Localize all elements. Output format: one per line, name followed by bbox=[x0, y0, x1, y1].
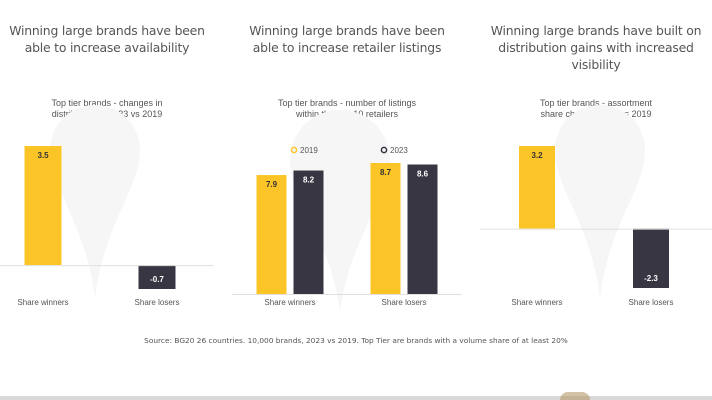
legend-marker-icon bbox=[380, 146, 388, 154]
data-label: 8.6 bbox=[417, 170, 429, 179]
subtitle-line: Top tier brands - number of listings bbox=[277, 98, 417, 108]
category-label: Share losers bbox=[382, 298, 427, 307]
data-label: 8.7 bbox=[380, 168, 392, 177]
legend-label: 2023 bbox=[390, 146, 408, 155]
panel-headline: Winning large brands have built on distr… bbox=[480, 22, 712, 73]
headline-line: able to increase retailer listings bbox=[252, 40, 442, 55]
headline-line: Winning large brands have been bbox=[249, 23, 445, 38]
headline-line: distribution gains with increased visibi… bbox=[498, 40, 694, 72]
headline-line: able to increase availability bbox=[24, 40, 190, 55]
data-label: 8.2 bbox=[303, 176, 315, 185]
bar-2019-0 bbox=[256, 175, 287, 294]
data-label: -2.3 bbox=[644, 274, 658, 283]
partial-image-edge bbox=[560, 392, 590, 400]
headline-line: Winning large brands have built on bbox=[490, 23, 702, 38]
category-label: Share losers bbox=[135, 298, 180, 307]
subtitle-line: Top tier brands - assortment bbox=[539, 98, 653, 108]
data-label: 7.9 bbox=[266, 180, 278, 189]
bar-2023-1 bbox=[407, 164, 438, 294]
data-label: 3.2 bbox=[531, 151, 543, 160]
category-label: Share winners bbox=[264, 298, 315, 307]
category-label: Share losers bbox=[629, 298, 674, 307]
bar-positive bbox=[519, 146, 555, 229]
data-label: 3.5 bbox=[37, 151, 49, 160]
category-label: Share winners bbox=[17, 298, 68, 307]
bar-negative bbox=[138, 265, 176, 289]
category-label: Share winners bbox=[511, 298, 562, 307]
panel-headline: Winning large brands have been able to i… bbox=[0, 22, 214, 56]
panel-headline: Winning large brands have been able to i… bbox=[232, 22, 462, 56]
legend-label: 2019 bbox=[300, 146, 318, 155]
subtitle-line: Top tier brands - changes in bbox=[51, 98, 163, 108]
bar-positive bbox=[24, 146, 62, 266]
bar-2023-0 bbox=[293, 170, 324, 294]
headline-line: Winning large brands have been bbox=[9, 23, 205, 38]
legend-marker-icon bbox=[290, 146, 298, 154]
charts-canvas: 3.5 Share winners -0.7 Share losers 7.9 8.2 Sh… bbox=[0, 146, 712, 307]
source-note: Source: BG20 26 countries. 10,000 brands… bbox=[144, 336, 568, 345]
data-label: -0.7 bbox=[150, 275, 164, 284]
bottom-strip bbox=[0, 396, 712, 400]
bar-negative bbox=[633, 228, 669, 288]
bar-2019-1 bbox=[370, 163, 401, 294]
